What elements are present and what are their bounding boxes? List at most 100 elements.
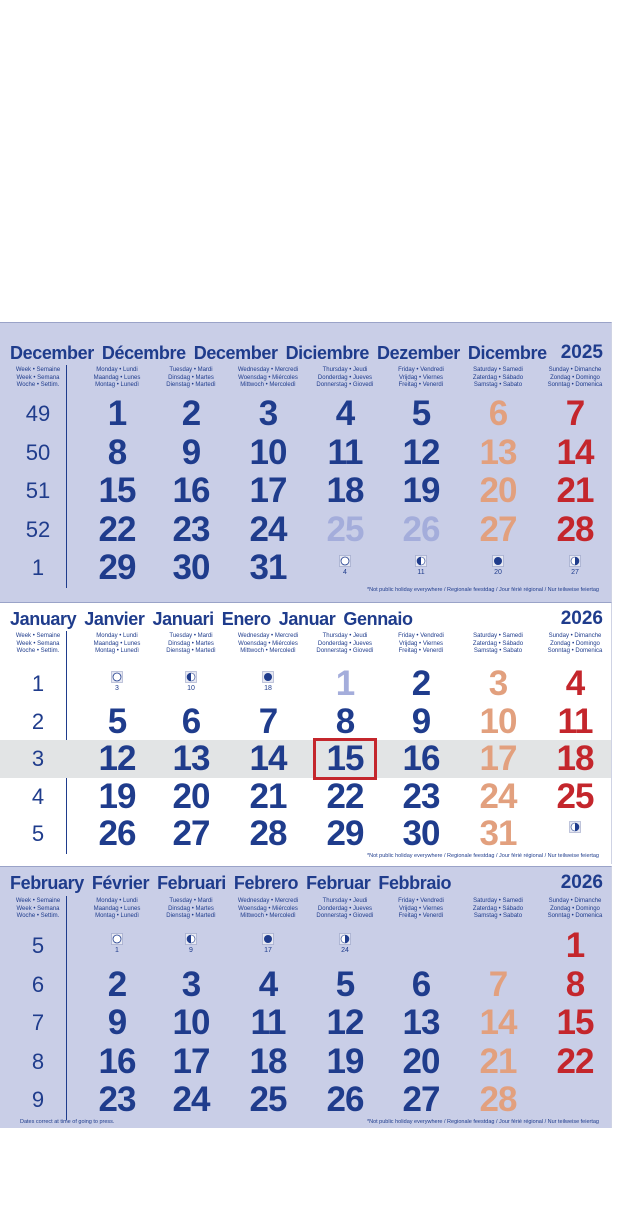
- day-header: Freitag • Venerdì: [398, 382, 444, 388]
- day-number: 27: [402, 1080, 441, 1119]
- day-number: 2: [411, 664, 431, 703]
- day-number: 3: [258, 394, 278, 433]
- day-number: 22: [326, 776, 365, 816]
- day-header: Monday • Lundi: [96, 633, 138, 639]
- week-number: 51: [25, 478, 51, 503]
- day-number: 27: [479, 509, 518, 549]
- month-name: Janvier: [84, 609, 145, 629]
- moon-phase-icon: [569, 554, 581, 567]
- day-header: Saturday • Samedi: [473, 633, 523, 639]
- day-header: Samstag • Sabato: [473, 382, 523, 388]
- day-header: Zaterdag • Sábado: [472, 905, 524, 912]
- day-number: 18: [326, 471, 365, 510]
- divider: [66, 365, 67, 588]
- moon-phase-icon: [569, 820, 581, 833]
- press-note: Dates correct at time of going to press.: [20, 1119, 115, 1125]
- day-number: 11: [250, 1003, 287, 1042]
- moon-phase-icon: [262, 670, 274, 683]
- week-number: 5: [31, 933, 45, 958]
- day-number: 26: [98, 814, 137, 853]
- moon-phase-icon: [185, 670, 197, 683]
- day-number: 7: [565, 394, 585, 433]
- day-number: 10: [172, 1003, 211, 1042]
- day-header: Friday • Vendredi: [398, 898, 444, 904]
- day-header: Saturday • Samedi: [473, 898, 523, 904]
- week-number: 5: [31, 821, 45, 846]
- day-number: 15: [556, 1003, 595, 1042]
- day-number: 21: [479, 1041, 518, 1081]
- footnote: *Not public holiday everywhere / Regiona…: [366, 587, 599, 593]
- moon-phase-icon: [492, 554, 504, 567]
- day-number: 12: [402, 432, 441, 472]
- moon-phase-day: 18: [264, 685, 272, 692]
- day-number: 15: [98, 471, 137, 510]
- day-header: Friday • Vendredi: [398, 367, 444, 373]
- day-header: Friday • Vendredi: [398, 633, 444, 639]
- day-header: Woensdag • Miércoles: [238, 640, 298, 647]
- month-name: January: [10, 609, 77, 629]
- day-header: Maandag • Lunes: [93, 374, 141, 381]
- day-number: 26: [326, 1080, 365, 1119]
- day-header: Wednesday • Mercredi: [237, 898, 299, 904]
- year: 2026: [560, 872, 603, 893]
- moon-phase-day: 27: [571, 569, 579, 576]
- day-header: Dinsdag • Martes: [168, 374, 214, 381]
- day-number: 13: [479, 432, 518, 472]
- day-number: 3: [488, 664, 508, 703]
- moon-phase-icon: [111, 932, 123, 945]
- month-name: Januar: [278, 609, 336, 629]
- day-number: 31: [479, 814, 518, 853]
- day-number: 27: [172, 814, 211, 853]
- day-header: Sonntag • Domenica: [547, 648, 603, 654]
- day-number: 28: [249, 814, 288, 853]
- day-number: 19: [402, 471, 441, 510]
- month-name: Februari: [157, 873, 226, 893]
- day-header: Monday • Lundi: [96, 367, 138, 373]
- day-number: 8: [565, 964, 585, 1004]
- day-number: 10: [249, 432, 288, 472]
- moon-phase-day: 20: [494, 569, 502, 576]
- day-number: 12: [326, 1003, 365, 1042]
- day-number: 18: [249, 1041, 288, 1081]
- day-number: 28: [556, 509, 595, 549]
- day-number: 8: [107, 432, 127, 472]
- day-number: 16: [402, 739, 441, 778]
- day-number: 11: [557, 701, 594, 741]
- divider: [66, 896, 67, 1120]
- day-number: 21: [556, 471, 595, 510]
- moon-phase-day: 10: [187, 685, 195, 692]
- day-number: 5: [411, 394, 431, 433]
- month-name: Gennaio: [343, 609, 413, 629]
- day-header: Thursday • Jeudi: [322, 633, 368, 639]
- day-header: Zaterdag • Sábado: [472, 374, 524, 381]
- month-name: Dezember: [377, 343, 460, 363]
- day-header: Woensdag • Miércoles: [238, 374, 298, 381]
- day-header: Zondag • Domingo: [550, 905, 600, 912]
- day-header: Zondag • Domingo: [550, 640, 600, 647]
- day-header: Freitag • Venerdì: [398, 913, 444, 919]
- moon-phase-icon: [111, 670, 123, 683]
- day-number: 6: [488, 394, 508, 433]
- day-number: 11: [327, 432, 364, 472]
- day-number: 23: [402, 776, 441, 816]
- day-number: 29: [326, 814, 365, 853]
- day-number: 25: [249, 1080, 288, 1119]
- current-week-band: [0, 740, 611, 778]
- day-number: 3: [181, 964, 201, 1004]
- day-header: Tuesday • Mardi: [169, 898, 213, 904]
- day-number: 17: [479, 739, 518, 778]
- day-number: 17: [249, 471, 288, 510]
- moon-phase-day: 4: [343, 569, 347, 576]
- today-day-number: 15: [326, 739, 365, 778]
- month-name: December: [193, 343, 278, 363]
- week-number: 49: [25, 401, 51, 426]
- day-number: 6: [411, 964, 431, 1004]
- day-number: 24: [172, 1080, 211, 1119]
- day-header: Samstag • Sabato: [473, 913, 523, 919]
- day-number: 7: [258, 701, 278, 741]
- day-header: Montag • Lunedì: [95, 913, 139, 919]
- day-header: Donderdag • Jueves: [317, 905, 373, 912]
- day-number: 23: [98, 1080, 137, 1119]
- day-number: 9: [181, 432, 201, 472]
- day-number: 24: [249, 509, 288, 549]
